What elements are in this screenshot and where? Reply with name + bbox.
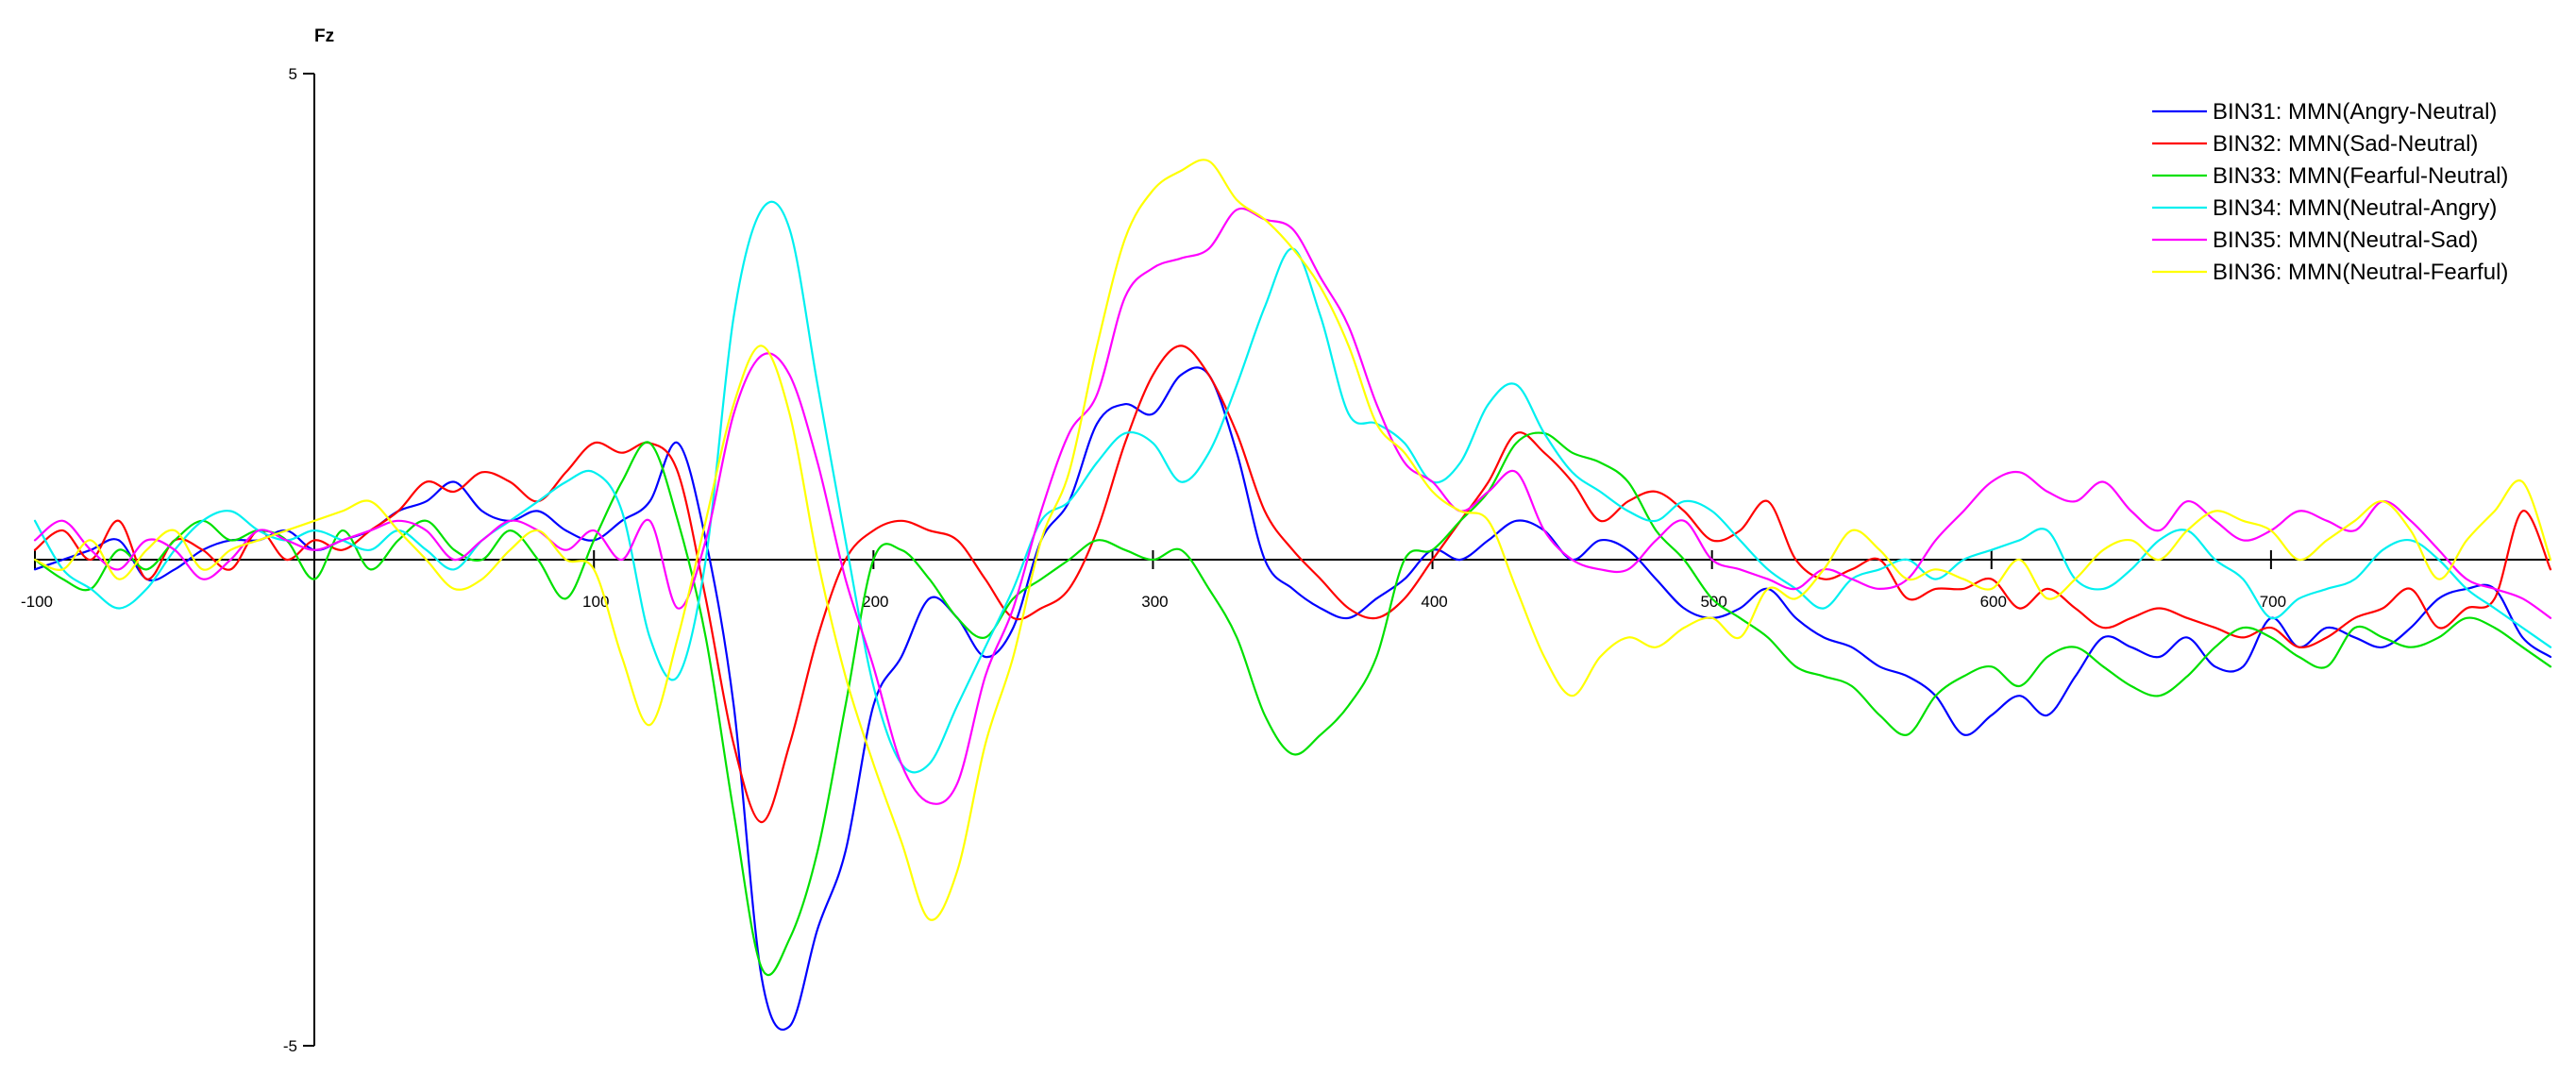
x-tick-label: 300 xyxy=(1141,593,1168,611)
chart-title: Fz xyxy=(314,26,334,46)
x-tick-label: 400 xyxy=(1421,593,1447,611)
x-tick-label: 700 xyxy=(2260,593,2286,611)
series-line-bin36 xyxy=(33,159,2552,921)
series-line-bin35 xyxy=(33,207,2552,805)
legend: BIN31: MMN(Angry-Neutral) BIN32: MMN(Sad-… xyxy=(2152,99,2508,285)
x-tick-label: -100 xyxy=(21,593,53,611)
x-tick-label: 100 xyxy=(582,593,609,611)
legend-label: BIN35: MMN(Neutral-Sad) xyxy=(2213,227,2478,253)
series-line-bin31 xyxy=(33,366,2552,1031)
legend-label: BIN36: MMN(Neutral-Fearful) xyxy=(2213,260,2508,285)
series-line-bin32 xyxy=(33,344,2552,824)
legend-label: BIN31: MMN(Angry-Neutral) xyxy=(2213,99,2497,125)
y-tick-label: -5 xyxy=(283,1037,297,1055)
series-line-bin33 xyxy=(33,431,2552,977)
legend-label: BIN32: MMN(Sad-Neutral) xyxy=(2213,131,2478,157)
series-layer xyxy=(33,159,2552,1031)
series-line-bin34 xyxy=(33,200,2552,774)
y-tick-label: 5 xyxy=(289,65,297,83)
x-tick-label: 200 xyxy=(862,593,888,611)
legend-label: BIN34: MMN(Neutral-Angry) xyxy=(2213,195,2497,221)
legend-label: BIN33: MMN(Fearful-Neutral) xyxy=(2213,163,2508,189)
x-tick-label: 600 xyxy=(1980,593,2007,611)
